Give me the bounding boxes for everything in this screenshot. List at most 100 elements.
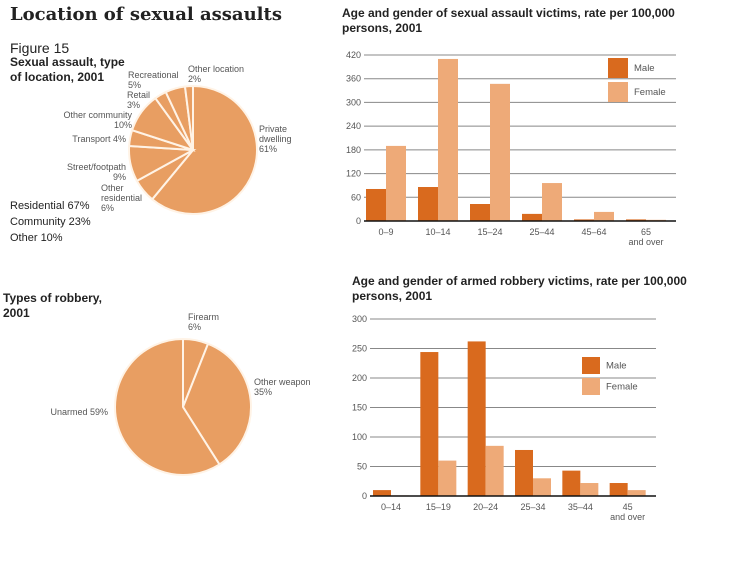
figure-label: Figure 15: [10, 40, 70, 56]
location-slice-label: Retail: [127, 90, 150, 100]
robbery-bar-male: [420, 352, 439, 496]
assault-xtick-label: 10–14: [425, 227, 450, 237]
robbery-bar-male: [515, 449, 533, 496]
robbery-slice-label: Unarmed 59%: [50, 407, 108, 417]
assault-xtick-label: and over: [628, 237, 663, 247]
robbery-ytick-label: 100: [352, 432, 367, 442]
assault-bar-male: [626, 219, 646, 221]
location-slice-label: Other location: [188, 64, 244, 74]
robbery-xtick-label: 45: [623, 502, 633, 512]
assault-ytick-label: 420: [346, 50, 361, 60]
assault-ytick-label: 0: [356, 216, 361, 226]
robbery-bar-female: [627, 490, 646, 496]
assault-legend-swatch-male: [608, 58, 628, 78]
assault-ytick-label: 360: [346, 74, 361, 84]
robbery-ytick-label: 300: [352, 314, 367, 324]
robbery-bar-title: Age and gender of armed robbery victims,…: [352, 274, 687, 303]
robbery-xtick-label: and over: [610, 512, 645, 522]
location-slice-private-dwelling: [150, 84, 258, 215]
robbery-bar-female: [533, 478, 551, 496]
robbery-slice-label: 35%: [254, 387, 272, 397]
location-slice-label: Transport 4%: [72, 134, 126, 144]
assault-bar-male: [574, 219, 594, 221]
assault-legend-label: Male: [634, 63, 655, 74]
robbery-legend-swatch-male: [582, 357, 600, 374]
location-summary: Residential 67% Community 23% Other 10%: [10, 198, 91, 246]
assault-bar-male: [418, 187, 438, 221]
robbery-slice-label: Other weapon: [254, 377, 311, 387]
robbery-bar-female: [438, 460, 457, 496]
location-slice-label: 3%: [127, 100, 140, 110]
assault-bar-female: [594, 211, 614, 221]
robbery-bar-male: [467, 341, 486, 496]
robbery-bar-male: [373, 490, 391, 496]
location-slice-label: Other: [101, 183, 124, 193]
robbery-xtick-label: 20–24: [473, 502, 498, 512]
assault-bar-male: [470, 204, 490, 221]
robbery-legend-label: Female: [606, 382, 638, 393]
assault-bar-chart: 0 60 120 180 240 300 360 420 0–9 10–14 15–24 25–44 4…: [346, 50, 676, 247]
location-slice-label: residential: [101, 193, 142, 203]
location-slice-label: Recreational: [128, 70, 179, 80]
robbery-ytick-label: 0: [362, 491, 367, 501]
location-slice-label: Other community: [63, 110, 132, 120]
location-slice-label: dwelling: [259, 134, 292, 144]
assault-xtick-label: 0–9: [378, 227, 393, 237]
location-slice-label: Private: [259, 124, 287, 134]
assault-bar-female: [438, 58, 458, 222]
assault-bar-male: [522, 213, 542, 221]
robbery-slice-label: Firearm: [188, 312, 219, 322]
sexual-assault-bar-title: Age and gender of sexual assault victims…: [342, 6, 675, 35]
robbery-legend-swatch-female: [582, 378, 600, 395]
summary-residential: Residential 67%: [10, 200, 90, 212]
figure-subtitle: Sexual assault, type of location, 2001: [10, 55, 125, 84]
assault-xtick-label: 45–64: [581, 227, 606, 237]
robbery-ytick-label: 250: [352, 344, 367, 354]
assault-legend-label: Female: [634, 87, 666, 98]
location-slice-label: 6%: [101, 203, 114, 213]
assault-ytick-label: 300: [346, 97, 361, 107]
robbery-ytick-label: 50: [357, 462, 367, 472]
robbery-xtick-label: 15–19: [426, 502, 451, 512]
location-slice-other-location: [183, 84, 194, 151]
summary-community: Community 23%: [10, 216, 91, 228]
robbery-bar-male: [609, 483, 628, 496]
location-slice-label: Street/footpath: [67, 162, 126, 172]
assault-ytick-label: 180: [346, 145, 361, 155]
location-slice-label: 10%: [114, 120, 132, 130]
location-slice-label: 5%: [128, 80, 141, 90]
page-title: Location of sexual assaults: [10, 4, 282, 25]
assault-ytick-label: 60: [351, 192, 361, 202]
robbery-bar-male: [562, 470, 581, 496]
location-slice-label: 61%: [259, 144, 277, 154]
assault-xtick-label: 65: [641, 227, 651, 237]
robbery-bar-female: [580, 483, 599, 496]
robbery-slice-other-weapon: [181, 342, 252, 466]
robbery-pie-title: Types of robbery, 2001: [3, 291, 102, 320]
robbery-xtick-label: 0–14: [381, 502, 401, 512]
robbery-slice-label: 6%: [188, 322, 201, 332]
robbery-ytick-label: 200: [352, 373, 367, 383]
assault-xtick-label: 25–44: [529, 227, 554, 237]
robbery-xtick-label: 35–44: [568, 502, 593, 512]
assault-legend-swatch-female: [608, 82, 628, 102]
assault-bar-female: [386, 145, 406, 221]
assault-xtick-label: 15–24: [477, 227, 502, 237]
assault-ytick-label: 120: [346, 169, 361, 179]
robbery-bar-chart: 0 50 100 150 200 250 300 0–14 15–19 20–24 25–34 35–…: [352, 314, 656, 522]
location-slice-label: 2%: [188, 74, 201, 84]
summary-other: Other 10%: [10, 232, 63, 244]
location-slice-label: 9%: [113, 172, 126, 182]
robbery-bar-female: [485, 445, 504, 496]
assault-bar-male: [366, 188, 386, 221]
robbery-xtick-label: 25–34: [520, 502, 545, 512]
robbery-slice-unarmed: [114, 337, 221, 476]
assault-bar-female: [490, 83, 510, 221]
assault-ytick-label: 240: [346, 121, 361, 131]
robbery-ytick-label: 150: [352, 403, 367, 413]
robbery-legend-label: Male: [606, 361, 627, 372]
assault-bar-female: [542, 183, 562, 221]
